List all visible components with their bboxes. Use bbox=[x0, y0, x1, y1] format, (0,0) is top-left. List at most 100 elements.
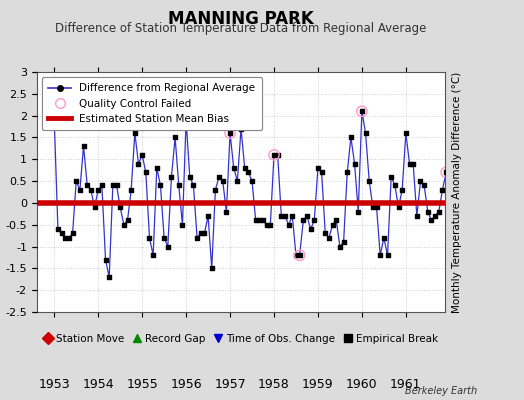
Text: 1953: 1953 bbox=[38, 378, 70, 391]
Point bbox=[434, 208, 443, 215]
Point bbox=[86, 187, 95, 193]
Text: Berkeley Earth: Berkeley Earth bbox=[405, 386, 477, 396]
Point bbox=[376, 252, 385, 258]
Point bbox=[130, 130, 139, 136]
Point bbox=[156, 182, 165, 189]
Text: 1956: 1956 bbox=[170, 378, 202, 391]
Point bbox=[226, 130, 234, 136]
Point bbox=[263, 222, 271, 228]
Point bbox=[343, 169, 352, 176]
Point bbox=[75, 187, 84, 193]
Point bbox=[442, 169, 450, 176]
Point bbox=[266, 222, 275, 228]
Point bbox=[329, 222, 337, 228]
Point bbox=[365, 178, 374, 184]
Point bbox=[233, 178, 242, 184]
Point bbox=[303, 213, 311, 219]
Point bbox=[270, 152, 278, 158]
Point bbox=[380, 235, 388, 241]
Point bbox=[152, 165, 161, 171]
Point bbox=[292, 252, 300, 258]
Point bbox=[318, 169, 326, 176]
Point bbox=[167, 174, 176, 180]
Point bbox=[369, 204, 377, 210]
Point bbox=[79, 143, 88, 149]
Point bbox=[141, 169, 150, 176]
Point bbox=[296, 252, 304, 258]
Legend: Difference from Regional Average, Quality Control Failed, Estimated Station Mean: Difference from Regional Average, Qualit… bbox=[42, 77, 261, 130]
Point bbox=[321, 230, 330, 237]
Point bbox=[171, 134, 179, 141]
Legend: Station Move, Record Gap, Time of Obs. Change, Empirical Break: Station Move, Record Gap, Time of Obs. C… bbox=[39, 330, 443, 348]
Point bbox=[160, 235, 168, 241]
Point bbox=[241, 165, 249, 171]
Point bbox=[336, 243, 344, 250]
Point bbox=[145, 235, 154, 241]
Point bbox=[127, 187, 135, 193]
Point bbox=[108, 182, 117, 189]
Point bbox=[116, 204, 124, 210]
Point bbox=[230, 165, 238, 171]
Point bbox=[255, 217, 264, 224]
Point bbox=[65, 235, 73, 241]
Point bbox=[314, 165, 322, 171]
Point bbox=[178, 222, 187, 228]
Point bbox=[285, 222, 293, 228]
Point bbox=[149, 252, 157, 258]
Point bbox=[395, 204, 403, 210]
Point bbox=[310, 217, 319, 224]
Text: 1954: 1954 bbox=[82, 378, 114, 391]
Point bbox=[281, 213, 289, 219]
Point bbox=[244, 169, 253, 176]
Text: 1961: 1961 bbox=[390, 378, 422, 391]
Point bbox=[189, 182, 198, 189]
Point bbox=[119, 222, 128, 228]
Point bbox=[423, 208, 432, 215]
Point bbox=[101, 256, 110, 263]
Point bbox=[54, 226, 62, 232]
Point bbox=[185, 174, 194, 180]
Point bbox=[442, 169, 450, 176]
Point bbox=[259, 217, 267, 224]
Point bbox=[391, 182, 399, 189]
Point bbox=[211, 187, 220, 193]
Point bbox=[402, 130, 410, 136]
Point bbox=[219, 178, 227, 184]
Point bbox=[438, 187, 446, 193]
Point bbox=[358, 108, 366, 114]
Point bbox=[387, 174, 396, 180]
Point bbox=[226, 130, 234, 136]
Point bbox=[420, 182, 428, 189]
Point bbox=[347, 134, 355, 141]
Point bbox=[222, 208, 231, 215]
Point bbox=[274, 152, 282, 158]
Point bbox=[200, 230, 209, 237]
Point bbox=[94, 187, 102, 193]
Point bbox=[196, 230, 205, 237]
Point bbox=[72, 178, 80, 184]
Point bbox=[134, 160, 143, 167]
Point bbox=[398, 187, 407, 193]
Text: 1958: 1958 bbox=[258, 378, 290, 391]
Point bbox=[138, 152, 146, 158]
Point bbox=[182, 117, 190, 123]
Point bbox=[58, 230, 66, 237]
Point bbox=[83, 182, 91, 189]
Point bbox=[163, 243, 172, 250]
Point bbox=[362, 130, 370, 136]
Point bbox=[204, 213, 212, 219]
Text: 1957: 1957 bbox=[214, 378, 246, 391]
Point bbox=[50, 117, 59, 123]
Point bbox=[332, 217, 341, 224]
Point bbox=[416, 178, 424, 184]
Point bbox=[358, 108, 366, 114]
Text: 1959: 1959 bbox=[302, 378, 334, 391]
Point bbox=[340, 239, 348, 245]
Point bbox=[208, 265, 216, 272]
Point bbox=[412, 213, 421, 219]
Point bbox=[307, 226, 315, 232]
Point bbox=[409, 160, 417, 167]
Y-axis label: Monthly Temperature Anomaly Difference (°C): Monthly Temperature Anomaly Difference (… bbox=[452, 71, 462, 313]
Point bbox=[351, 160, 359, 167]
Point bbox=[354, 208, 363, 215]
